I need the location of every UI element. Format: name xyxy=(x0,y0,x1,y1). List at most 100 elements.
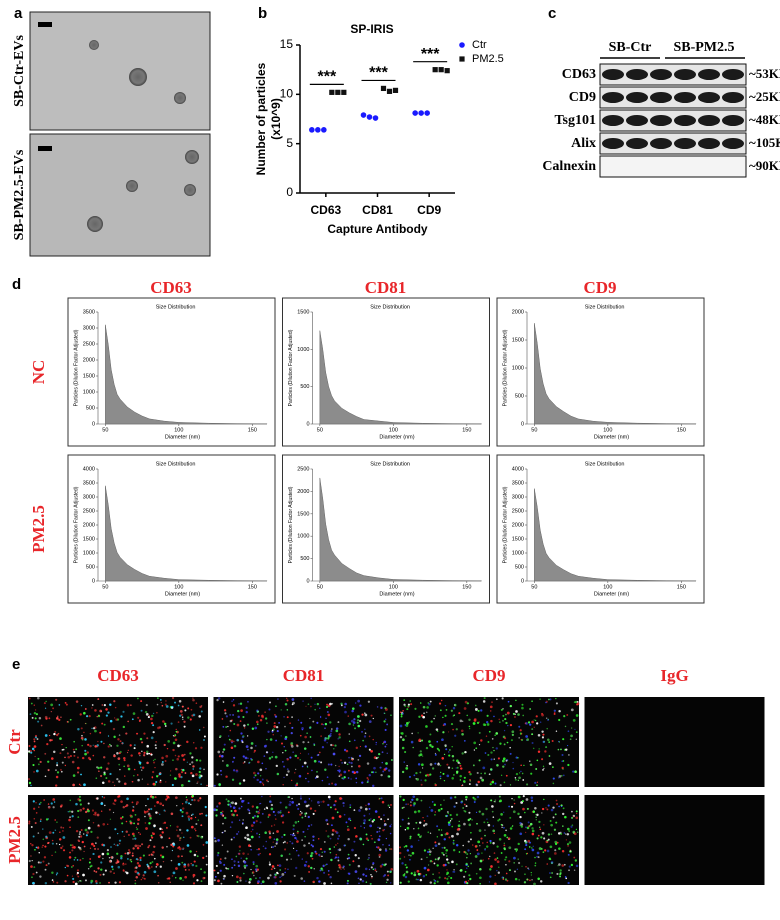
area xyxy=(319,477,482,582)
fluorescent-spot xyxy=(275,705,277,708)
fluorescent-spot xyxy=(338,733,341,736)
fluorescent-spot xyxy=(181,832,183,834)
fluorescent-spot xyxy=(97,848,99,850)
fluorescent-spot xyxy=(379,865,383,868)
fluorescent-spot xyxy=(174,738,178,742)
fluorescent-spot xyxy=(233,722,236,726)
fluorescent-spot xyxy=(196,834,199,837)
fluorescent-spot xyxy=(310,756,313,759)
fluorescent-spot xyxy=(419,750,422,753)
fluorescent-spot xyxy=(146,863,149,866)
fluorescent-spot xyxy=(331,833,334,836)
fluorescent-spot xyxy=(408,721,410,723)
fluorescent-spot xyxy=(560,748,562,751)
fluorescent-spot xyxy=(256,720,259,724)
fluorescent-spot xyxy=(370,818,372,820)
fluorescent-spot xyxy=(494,782,497,785)
point xyxy=(360,112,367,118)
fluorescent-spot xyxy=(51,842,54,845)
fluorescent-spot xyxy=(143,870,147,874)
fluorescent-spot xyxy=(145,712,149,716)
fluorescent-spot xyxy=(108,860,112,863)
fluorescent-spot xyxy=(295,804,298,807)
fluorescent-spot xyxy=(431,745,434,749)
fluorescent-spot xyxy=(85,722,87,725)
fluorescent-spot xyxy=(558,709,561,713)
fluorescent-spot xyxy=(321,779,324,782)
fluorescent-spot xyxy=(446,811,449,814)
fluorescent-spot xyxy=(62,830,64,832)
fluorescent-spot xyxy=(238,703,240,705)
fluorescent-spot xyxy=(127,720,130,723)
fluorescent-spot xyxy=(559,875,561,878)
fluorescent-spot xyxy=(414,707,417,710)
fluorescent-spot xyxy=(447,881,450,885)
fluorescent-spot xyxy=(165,754,169,758)
fluorescent-spot xyxy=(183,720,186,723)
legend-label: PM2.5 xyxy=(472,53,504,65)
fluorescent-spot xyxy=(459,764,462,767)
fluorescent-spot xyxy=(100,810,103,812)
fluorescent-spot xyxy=(346,882,349,885)
fluorescent-spot xyxy=(153,870,157,874)
fluorescent-spot xyxy=(290,779,293,782)
fluorescent-spot xyxy=(35,802,37,804)
y-tick-label: 10 xyxy=(280,87,294,101)
fluorescent-spot xyxy=(494,734,496,737)
fluorescent-spot xyxy=(549,698,552,701)
fluorescent-spot xyxy=(521,865,523,867)
fluorescent-spot xyxy=(296,831,299,834)
fluorescent-spot xyxy=(518,776,521,780)
fluorescent-spot xyxy=(325,717,327,719)
fluorescent-spot xyxy=(550,823,553,827)
fluorescent-spot xyxy=(50,710,53,713)
area xyxy=(534,323,697,425)
fluorescent-spot xyxy=(79,831,81,833)
fluorescent-spot xyxy=(299,759,301,761)
fluorescent-spot xyxy=(524,811,526,814)
fluorescent-spot xyxy=(434,752,437,755)
protein-label: Tsg101 xyxy=(554,113,596,128)
fluorescent-spot xyxy=(181,810,184,814)
fluorescent-spot xyxy=(235,855,238,858)
fluorescent-spot xyxy=(530,799,534,802)
fluorescent-spot xyxy=(459,869,463,872)
fluorescent-spot xyxy=(231,801,234,805)
image-label: SB-PM2.5-EVs xyxy=(12,149,27,240)
fluorescent-spot xyxy=(367,858,369,861)
fluorescent-spot xyxy=(413,873,417,877)
x-tick-label: 50 xyxy=(102,584,108,590)
fluorescent-spot xyxy=(277,811,280,814)
y-tick-label: 2500 xyxy=(83,508,95,514)
fluorescent-spot xyxy=(353,826,357,830)
fluorescent-spot xyxy=(152,712,155,715)
fluorescent-spot xyxy=(131,801,134,804)
scale-bar xyxy=(38,146,52,151)
fluorescent-spot xyxy=(498,800,501,803)
legend-marker xyxy=(459,42,465,48)
fluorescent-spot xyxy=(355,746,359,750)
fluorescent-spot xyxy=(240,857,242,859)
fluorescent-spot xyxy=(155,811,158,814)
fluorescent-spot xyxy=(575,828,578,831)
fluorescent-spot xyxy=(301,858,303,860)
fluorescent-spot xyxy=(473,801,476,804)
fluorescent-spot xyxy=(493,832,495,835)
fluorescent-spot xyxy=(252,821,256,824)
fluorescent-spot xyxy=(529,763,533,767)
fluorescent-spot xyxy=(78,833,81,836)
fluorescent-spot xyxy=(326,705,329,708)
fluorescent-spot xyxy=(366,779,370,783)
fluorescent-spot xyxy=(505,829,507,832)
fluorescent-spot xyxy=(399,857,402,860)
fluorescent-spot xyxy=(357,699,360,703)
fluorescent-spot xyxy=(490,719,493,723)
fluorescent-spot xyxy=(557,832,561,835)
fluorescent-spot xyxy=(163,821,167,824)
group-label: SB-Ctr xyxy=(609,40,652,55)
fluorescent-spot xyxy=(440,771,442,774)
fluorescent-spot xyxy=(304,815,307,817)
fluorescent-spot xyxy=(180,783,184,787)
fluorescent-spot xyxy=(114,706,117,709)
fluorescent-spot xyxy=(405,766,409,770)
